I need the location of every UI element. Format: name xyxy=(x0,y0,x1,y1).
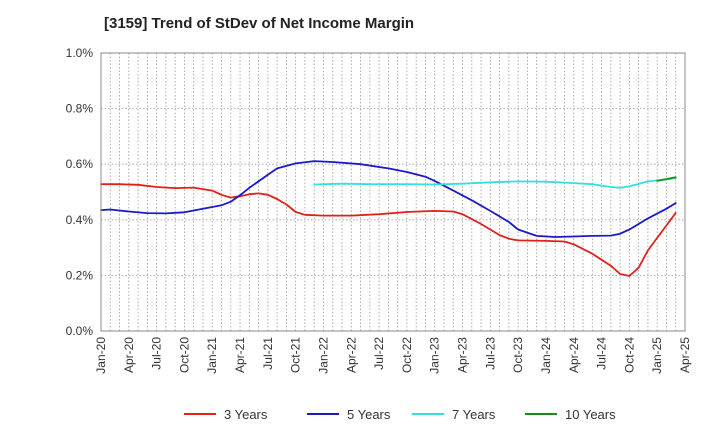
x-tick-label: Oct-24 xyxy=(622,337,636,373)
chart-legend: 3 Years 5 Years 7 Years 10 Years xyxy=(184,407,616,422)
x-tick-label: Apr-23 xyxy=(456,337,470,373)
x-tick-label: Apr-20 xyxy=(122,337,136,373)
x-tick-label: Jan-20 xyxy=(94,337,108,374)
x-tick-label: Jul-20 xyxy=(150,337,164,370)
x-tick-label: Jan-25 xyxy=(650,337,664,374)
series-line-10-years xyxy=(656,176,677,182)
x-tick-label: Oct-21 xyxy=(289,337,303,373)
y-axis-tick-labels: 0.0% 0.2% 0.4% 0.6% 0.8% 1.0% xyxy=(66,46,94,338)
x-tick-label: Oct-22 xyxy=(400,337,414,373)
x-tick-label: Jan-22 xyxy=(316,337,330,374)
x-tick-label: Apr-22 xyxy=(344,337,358,373)
plot-frame xyxy=(100,52,686,332)
plot-border xyxy=(100,52,686,332)
series-lines xyxy=(100,160,677,277)
y-tick-label: 0.0% xyxy=(66,324,94,338)
x-tick-label: Jul-24 xyxy=(595,337,609,370)
x-axis-tick-labels: Jan-20 Apr-20 Jul-20 Oct-20 Jan-21 Apr-21 Jul-… xyxy=(94,337,692,374)
plot-area xyxy=(101,53,685,331)
x-tick-label: Apr-24 xyxy=(567,337,581,373)
x-tick-label: Jan-21 xyxy=(205,337,219,374)
horizontal-gridlines xyxy=(101,108,685,276)
plot-background xyxy=(101,53,685,331)
x-tick-label: Jul-21 xyxy=(261,337,275,370)
legend-label: 3 Years xyxy=(224,407,268,422)
legend-label: 7 Years xyxy=(452,407,496,422)
x-tick-label: Oct-23 xyxy=(511,337,525,373)
x-tick-label: Jan-23 xyxy=(428,337,442,374)
x-tick-label: Jul-22 xyxy=(372,337,386,370)
x-tick-label: Apr-21 xyxy=(233,337,247,373)
y-tick-label: 0.4% xyxy=(66,213,94,227)
x-tick-label: Jan-24 xyxy=(539,337,553,374)
chart-title: [3159] Trend of StDev of Net Income Marg… xyxy=(104,15,415,32)
series-line-7-years xyxy=(313,177,677,189)
legend-label: 5 Years xyxy=(347,407,391,422)
y-tick-label: 0.8% xyxy=(66,102,94,116)
series-line-5-years xyxy=(100,160,677,238)
y-tick-label: 0.6% xyxy=(66,157,94,171)
legend-label: 10 Years xyxy=(565,407,616,422)
x-tick-label: Apr-25 xyxy=(678,337,692,373)
series-line-3-years xyxy=(100,183,677,277)
vertical-gridlines xyxy=(109,53,677,331)
y-tick-label: 1.0% xyxy=(66,46,94,60)
y-tick-label: 0.2% xyxy=(66,268,94,282)
x-tick-label: Jul-23 xyxy=(483,337,497,370)
x-tick-label: Oct-20 xyxy=(177,337,191,373)
